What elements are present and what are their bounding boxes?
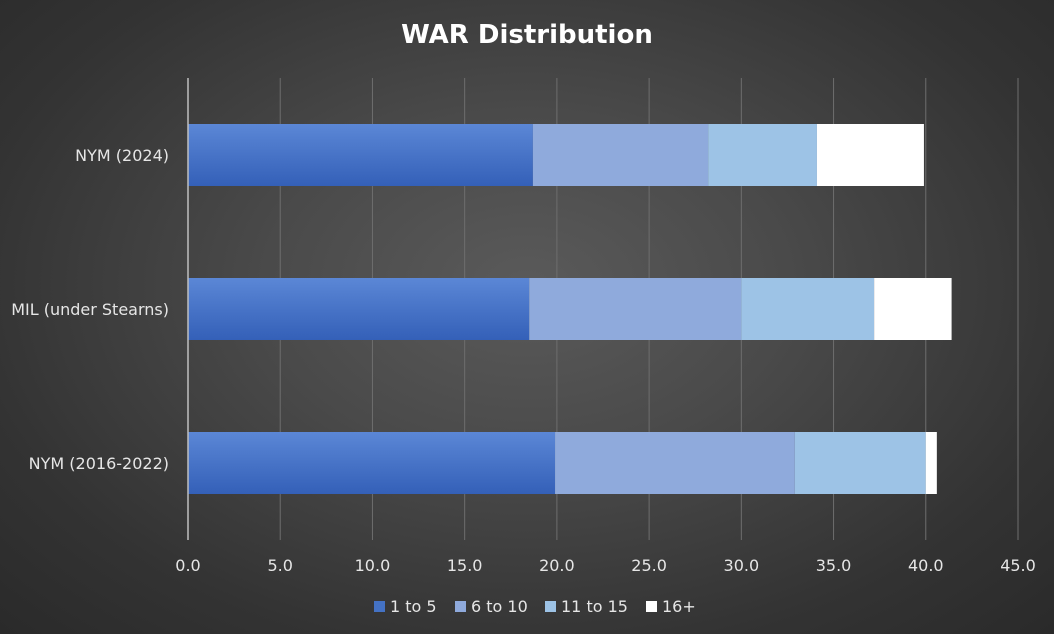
legend-label: 16+ [662,597,696,616]
legend: 1 to 5 6 to 10 11 to 15 16+ [374,597,696,616]
legend-swatch [455,601,466,612]
legend-label: 6 to 10 [471,597,528,616]
x-tick-label: 45.0 [1000,556,1036,575]
category-labels: NYM (2024) MIL (under Stearns) NYM (2016-2… [11,146,169,473]
x-tick-label: 20.0 [539,556,575,575]
bar-segment [741,278,875,340]
x-tick-label: 0.0 [175,556,200,575]
legend-label: 1 to 5 [390,597,437,616]
bars [188,124,952,494]
x-axis-tick-labels: 0.0 5.0 10.0 15.0 20.0 25.0 30.0 35.0 40.0 45.0 [175,556,1036,575]
bar-segment [188,432,556,494]
legend-label: 11 to 15 [561,597,628,616]
bar-segment [532,124,709,186]
bar-segment [555,432,795,494]
x-tick-label: 10.0 [355,556,391,575]
x-tick-label: 15.0 [447,556,483,575]
category-label: MIL (under Stearns) [11,300,169,319]
bar-segment [794,432,926,494]
bar-segment [925,432,937,494]
bar-segment [816,124,924,186]
x-tick-label: 40.0 [908,556,944,575]
bar-segment [188,278,530,340]
legend-swatch [646,601,657,612]
legend-swatch [545,601,556,612]
x-tick-label: 30.0 [724,556,760,575]
legend-swatch [374,601,385,612]
bar-segment [874,278,952,340]
category-label: NYM (2024) [75,146,169,165]
bar-segment [529,278,742,340]
bar-segment [188,124,533,186]
category-label: NYM (2016-2022) [29,454,169,473]
chart-title: WAR Distribution [401,20,653,50]
x-tick-label: 25.0 [631,556,667,575]
x-tick-label: 35.0 [816,556,852,575]
x-tick-label: 5.0 [267,556,292,575]
bar-segment [708,124,817,186]
